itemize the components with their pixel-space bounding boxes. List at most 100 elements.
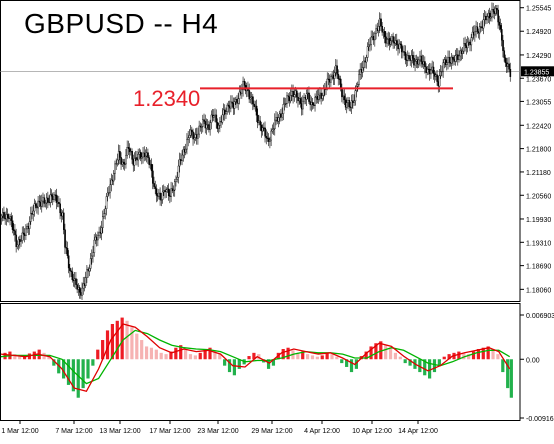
- candle-bullish: [93, 239, 96, 253]
- candle-bullish: [305, 93, 308, 100]
- candle-bullish: [440, 71, 442, 76]
- histogram-bar: [188, 354, 193, 360]
- histogram-bar: [266, 359, 271, 369]
- candle-bullish: [141, 156, 143, 159]
- candle-bullish: [109, 184, 111, 193]
- candle-bearish: [75, 278, 77, 285]
- candle-bearish: [227, 104, 230, 107]
- histogram-bar: [125, 320, 129, 360]
- time-tick-label: 17 Mar 12:00: [149, 428, 190, 435]
- candle-bearish: [150, 163, 153, 172]
- candle-bullish: [474, 31, 476, 36]
- candle-bullish: [438, 75, 441, 87]
- candle-bearish: [508, 63, 510, 70]
- candle-bearish: [132, 159, 135, 166]
- candle-bullish: [21, 232, 24, 241]
- candle-bearish: [65, 247, 68, 249]
- histogram-bar: [130, 327, 134, 360]
- candle-bearish: [99, 231, 102, 234]
- candle-bullish: [73, 278, 76, 281]
- candle-bearish: [292, 90, 294, 97]
- candle-bearish: [83, 283, 86, 286]
- candle-bullish: [491, 9, 493, 18]
- candle-bullish: [30, 212, 32, 222]
- price-tick-label: 1.18060: [526, 287, 551, 294]
- candle-bullish: [302, 100, 304, 110]
- candle-bearish: [252, 96, 254, 105]
- candle-bullish: [374, 33, 376, 41]
- candle-bullish: [458, 55, 460, 60]
- candle-bearish: [128, 148, 131, 153]
- candle-bearish: [264, 127, 266, 137]
- candle-bearish: [78, 287, 81, 293]
- candle-bullish: [125, 155, 127, 165]
- candle-bearish: [436, 74, 438, 82]
- candle-bearish: [8, 217, 10, 219]
- current-price-label: 1.23855: [524, 69, 549, 76]
- candle-bearish: [424, 61, 426, 67]
- main-plot-frame: [0, 0, 521, 302]
- candle-bearish: [497, 9, 499, 23]
- histogram-bar: [345, 359, 349, 367]
- candle-bullish: [293, 94, 296, 97]
- histogram-bar: [174, 347, 178, 360]
- time-tick-label: 23 Mar 12:00: [197, 428, 238, 435]
- candle-bullish: [285, 103, 287, 105]
- candle-bullish: [463, 43, 465, 52]
- candle-bullish: [353, 100, 355, 103]
- candle-bullish: [205, 124, 208, 129]
- histogram-bar: [340, 359, 344, 364]
- candle-bullish: [110, 179, 113, 186]
- candle-bullish: [206, 124, 209, 126]
- oscillator-signal-line: [0, 329, 511, 385]
- candle-bullish: [369, 44, 371, 46]
- candle-bullish: [346, 102, 348, 108]
- histogram-bar: [159, 352, 163, 360]
- time-tick-label: 1 Mar 12:00: [1, 428, 38, 435]
- price-tick-label: 1.21800: [526, 147, 551, 154]
- candle-bullish: [84, 277, 87, 286]
- candle-bearish: [311, 102, 314, 106]
- candle-bullish: [375, 28, 377, 35]
- histogram-bar: [281, 348, 285, 360]
- candle-bearish: [408, 55, 410, 60]
- histogram-bar: [301, 351, 305, 360]
- candle-bearish: [488, 12, 491, 19]
- candle-bullish: [358, 74, 360, 85]
- histogram-bar: [476, 348, 480, 360]
- candle-bearish: [220, 121, 223, 123]
- candle-bullish: [81, 287, 83, 296]
- candle-bearish: [43, 197, 46, 204]
- candle-bearish: [504, 57, 507, 64]
- histogram-bar: [96, 349, 100, 360]
- candle-bullish: [174, 181, 176, 191]
- candle-bearish: [403, 51, 406, 53]
- candle-bullish: [486, 16, 488, 21]
- candle-bearish: [509, 69, 512, 77]
- candle-bullish: [106, 192, 109, 197]
- candle-bearish: [11, 220, 14, 230]
- candle-bullish: [103, 213, 105, 217]
- candle-bullish: [466, 41, 469, 49]
- histogram-bar: [71, 359, 75, 392]
- candle-bullish: [414, 61, 416, 66]
- candle-bearish: [203, 119, 205, 122]
- candle-bearish: [341, 88, 343, 98]
- candle-bearish: [476, 26, 479, 32]
- candle-bullish: [82, 283, 85, 289]
- candle-bearish: [392, 36, 395, 43]
- candle-bearish: [216, 122, 219, 129]
- candle-bullish: [222, 109, 225, 116]
- candle-bearish: [67, 255, 70, 269]
- candle-bearish: [411, 55, 414, 59]
- histogram-bar: [66, 359, 71, 385]
- candle-bearish: [4, 218, 7, 220]
- candle-bullish: [350, 100, 353, 108]
- candle-bullish: [165, 189, 168, 193]
- histogram-bar: [506, 359, 510, 389]
- candle-bullish: [53, 194, 55, 200]
- price-tick-label: 1.19930: [526, 217, 551, 224]
- histogram-bar: [232, 359, 236, 376]
- candle-bearish: [64, 229, 66, 248]
